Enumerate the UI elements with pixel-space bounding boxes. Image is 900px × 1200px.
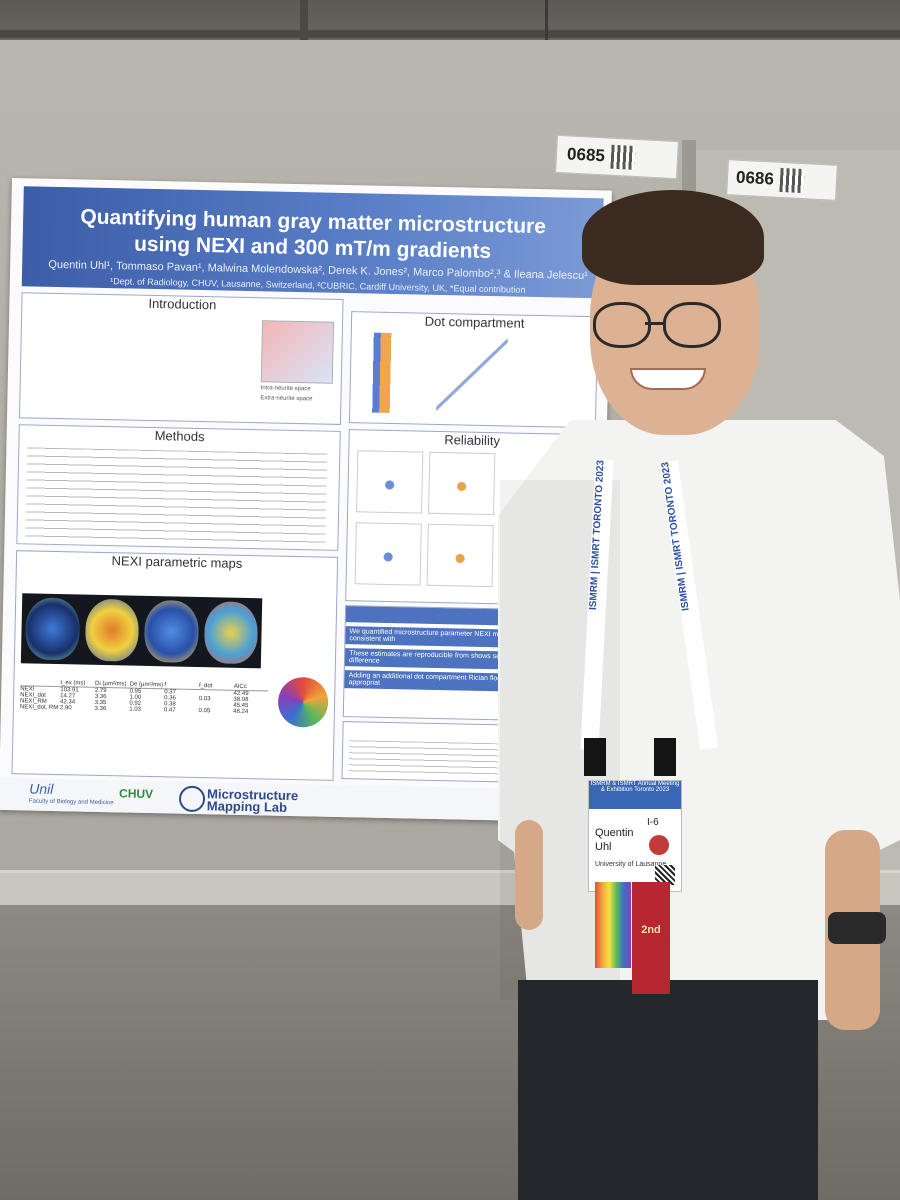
methods-section: Methods (16, 424, 341, 551)
table-header: Di (µm²/ms) (95, 680, 127, 688)
badge-header: ISMRM & ISMRT Annual Meeting & Exhibitio… (589, 781, 681, 809)
table-cell: 48.24 (233, 708, 249, 716)
brain-logo-icon (178, 785, 206, 813)
badge-sticker-icon (649, 835, 669, 855)
section-title: Methods (154, 428, 205, 445)
booth-tag: 0685 (555, 134, 679, 180)
table-header: f_dot (198, 683, 213, 690)
brain-map (143, 599, 199, 663)
table-cell: 0.47 (163, 707, 176, 714)
lanyard-clip (654, 738, 676, 776)
table-cell: 0.05 (198, 708, 211, 715)
badge-organization: University of Lausanne (595, 861, 667, 868)
methods-text (25, 447, 328, 544)
scatter-plot (436, 333, 508, 416)
name-badge: ISMRM & ISMRT Annual Meeting & Exhibitio… (588, 780, 682, 892)
lanyard-clip (584, 738, 606, 776)
brain-map-row (20, 593, 263, 669)
table-cell: 3.36 (94, 705, 107, 713)
glasses-bridge (645, 322, 665, 325)
table-cell: 2.90 (59, 705, 72, 712)
chuv-logo: CHUV (118, 786, 154, 802)
reliability-plot (426, 523, 494, 588)
booth-number: 0685 (566, 144, 606, 166)
table-header: AICc (233, 683, 247, 691)
unil-logo: Unil (29, 780, 54, 797)
nexi-diagram (260, 320, 335, 384)
legend-extra: Extra-neurite space (260, 395, 313, 403)
histogram-plot (358, 332, 430, 414)
glasses-icon (663, 302, 721, 348)
unil-subtitle: Faculty of Biology and Medicine (28, 798, 114, 807)
lab-logo: Microstructure Mapping Lab (206, 786, 299, 815)
brain-map (203, 601, 259, 665)
person-hair (582, 190, 764, 285)
booth-number: 0686 (735, 167, 775, 189)
legend-intra: Intra-neurite space (260, 385, 311, 393)
glasses-icon (593, 302, 651, 348)
award-ribbon-text: 2nd (641, 924, 661, 936)
brain-map (84, 598, 140, 662)
dot-compartment-section: Dot compartment (348, 311, 599, 429)
section-title: Introduction (148, 295, 217, 313)
section-title: Dot compartment (424, 313, 525, 331)
reliability-plot (354, 522, 422, 586)
brain-map (24, 597, 80, 661)
ceiling-beam (0, 30, 900, 38)
qr-code-icon (655, 865, 675, 885)
reliability-plot (356, 450, 424, 514)
person-pants (518, 980, 818, 1200)
badge-first-name: Quentin (595, 827, 634, 839)
nexi-maps-section: NEXI parametric maps t_ex (ms) Di (µm²/m… (11, 550, 339, 781)
booth-tag: 0686 (726, 159, 838, 201)
table-cell: 1.03 (129, 706, 141, 713)
reliability-plot (428, 451, 496, 516)
award-ribbon: 2nd (632, 882, 670, 994)
results-table: t_ex (ms) Di (µm²/ms) De (µm²/ms) f f_do… (20, 679, 269, 715)
introduction-section: Introduction Intra-neurite space Extra-n… (18, 292, 344, 425)
brain-atlas-icon (277, 676, 329, 728)
qr-code-icon (610, 144, 636, 170)
ceiling-beam (300, 0, 308, 60)
table-cell: NEXI_dot, RM (19, 704, 59, 712)
rainbow-ribbon (595, 882, 631, 968)
table-header: De (µm²/ms) (129, 681, 164, 689)
qr-code-icon (779, 167, 805, 194)
person-left-hand (515, 820, 543, 930)
table-header (20, 679, 60, 686)
wristwatch-icon (828, 912, 886, 944)
badge-id: I-6 (647, 817, 659, 828)
lamp-cord (545, 0, 548, 42)
poster-header: Quantifying human gray matter microstruc… (21, 186, 604, 299)
table-header: t_ex (ms) (60, 680, 86, 687)
badge-last-name: Uhl (595, 841, 612, 853)
table-header: f (164, 682, 167, 689)
person-smile (630, 368, 706, 390)
section-title: NEXI parametric maps (111, 553, 243, 571)
